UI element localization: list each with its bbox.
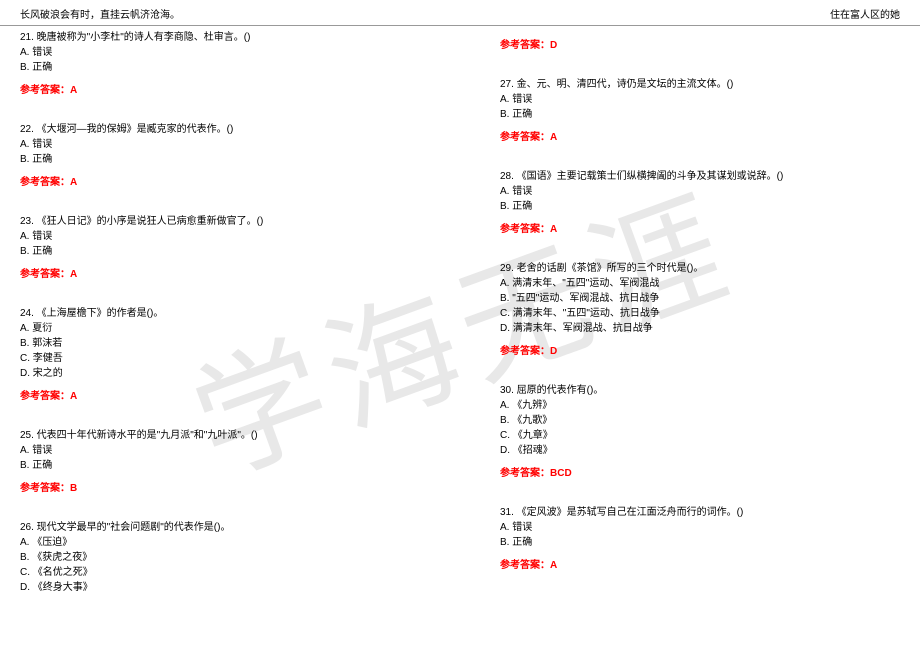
answer-text: 参考答案：D [500, 344, 900, 359]
option-text: B. 正确 [500, 107, 900, 122]
option-text: A. 错误 [500, 92, 900, 107]
header-right: 住在富人区的她 [830, 6, 900, 21]
question-block: 24. 《上海屋檐下》的作者是()。A. 夏衍B. 郭沫若C. 李健吾D. 宋之… [20, 306, 420, 404]
option-text: B. 正确 [500, 535, 900, 550]
question-text: 26. 现代文学最早的"社会问题剧"的代表作是()。 [20, 520, 420, 535]
question-text: 27. 金、元、明、清四代，诗仍是文坛的主流文体。() [500, 77, 900, 92]
question-block: 29. 老舍的话剧《茶馆》所写的三个时代是()。A. 满清末年、"五四"运动、军… [500, 261, 900, 359]
option-text: D. 《招魂》 [500, 443, 900, 458]
option-text: A. 满清末年、"五四"运动、军阀混战 [500, 276, 900, 291]
question-block: 31. 《定风波》是苏轼写自己在江面泛舟而行的词作。()A. 错误B. 正确参考… [500, 505, 900, 573]
answer-text: 参考答案：BCD [500, 466, 900, 481]
answer-text: 参考答案：B [20, 481, 420, 496]
answer-text: 参考答案：A [20, 267, 420, 282]
question-text: 30. 屈原的代表作有()。 [500, 383, 900, 398]
question-block: 26. 现代文学最早的"社会问题剧"的代表作是()。A. 《压迫》B. 《获虎之… [20, 520, 420, 595]
question-block: 参考答案：D [500, 38, 900, 53]
answer-text: 参考答案：A [20, 83, 420, 98]
question-block: 22. 《大堰河—我的保姆》是臧克家的代表作。()A. 错误B. 正确参考答案：… [20, 122, 420, 190]
option-text: A. 错误 [500, 520, 900, 535]
option-text: B. 正确 [20, 60, 420, 75]
option-text: D. 宋之的 [20, 366, 420, 381]
question-text: 31. 《定风波》是苏轼写自己在江面泛舟而行的词作。() [500, 505, 900, 520]
option-text: A. 《九辨》 [500, 398, 900, 413]
right-column: 参考答案：D27. 金、元、明、清四代，诗仍是文坛的主流文体。()A. 错误B.… [460, 30, 900, 619]
question-text: 24. 《上海屋檐下》的作者是()。 [20, 306, 420, 321]
option-text: A. 错误 [500, 184, 900, 199]
page-header: 长风破浪会有时，直挂云帆济沧海。 住在富人区的她 [0, 0, 920, 26]
option-text: D. 满清末年、军阀混战、抗日战争 [500, 321, 900, 336]
option-text: C. 满清末年、"五四"运动、抗日战争 [500, 306, 900, 321]
option-text: B. 《九歌》 [500, 413, 900, 428]
option-text: B. 《获虎之夜》 [20, 550, 420, 565]
answer-text: 参考答案：D [500, 38, 900, 53]
option-text: A. 夏衍 [20, 321, 420, 336]
answer-text: 参考答案：A [500, 130, 900, 145]
option-text: A. 《压迫》 [20, 535, 420, 550]
option-text: B. 正确 [20, 458, 420, 473]
option-text: C. 《九章》 [500, 428, 900, 443]
question-block: 21. 晚唐被称为"小李杜"的诗人有李商隐、杜审言。()A. 错误B. 正确参考… [20, 30, 420, 98]
answer-text: 参考答案：A [500, 222, 900, 237]
option-text: A. 错误 [20, 137, 420, 152]
question-block: 30. 屈原的代表作有()。A. 《九辨》B. 《九歌》C. 《九章》D. 《招… [500, 383, 900, 481]
question-text: 23. 《狂人日记》的小序是说狂人已病愈重新做官了。() [20, 214, 420, 229]
question-block: 28. 《国语》主要记载策士们纵横捭阖的斗争及其谋划或说辞。()A. 错误B. … [500, 169, 900, 237]
answer-text: 参考答案：A [20, 389, 420, 404]
option-text: B. 正确 [500, 199, 900, 214]
question-text: 25. 代表四十年代新诗水平的是"九月派"和"九叶派"。() [20, 428, 420, 443]
answer-text: 参考答案：A [20, 175, 420, 190]
question-block: 27. 金、元、明、清四代，诗仍是文坛的主流文体。()A. 错误B. 正确参考答… [500, 77, 900, 145]
option-text: C. 《名优之死》 [20, 565, 420, 580]
header-left: 长风破浪会有时，直挂云帆济沧海。 [20, 6, 180, 21]
question-text: 21. 晚唐被称为"小李杜"的诗人有李商隐、杜审言。() [20, 30, 420, 45]
question-text: 29. 老舍的话剧《茶馆》所写的三个时代是()。 [500, 261, 900, 276]
option-text: A. 错误 [20, 443, 420, 458]
option-text: B. "五四"运动、军阀混战、抗日战争 [500, 291, 900, 306]
option-text: B. 正确 [20, 152, 420, 167]
question-block: 23. 《狂人日记》的小序是说狂人已病愈重新做官了。()A. 错误B. 正确参考… [20, 214, 420, 282]
option-text: C. 李健吾 [20, 351, 420, 366]
option-text: A. 错误 [20, 45, 420, 60]
question-text: 22. 《大堰河—我的保姆》是臧克家的代表作。() [20, 122, 420, 137]
option-text: D. 《终身大事》 [20, 580, 420, 595]
left-column: 21. 晚唐被称为"小李杜"的诗人有李商隐、杜审言。()A. 错误B. 正确参考… [20, 30, 460, 619]
option-text: B. 正确 [20, 244, 420, 259]
answer-text: 参考答案：A [500, 558, 900, 573]
question-text: 28. 《国语》主要记载策士们纵横捭阖的斗争及其谋划或说辞。() [500, 169, 900, 184]
option-text: A. 错误 [20, 229, 420, 244]
question-block: 25. 代表四十年代新诗水平的是"九月派"和"九叶派"。()A. 错误B. 正确… [20, 428, 420, 496]
page-content: 21. 晚唐被称为"小李杜"的诗人有李商隐、杜审言。()A. 错误B. 正确参考… [0, 26, 920, 619]
option-text: B. 郭沫若 [20, 336, 420, 351]
